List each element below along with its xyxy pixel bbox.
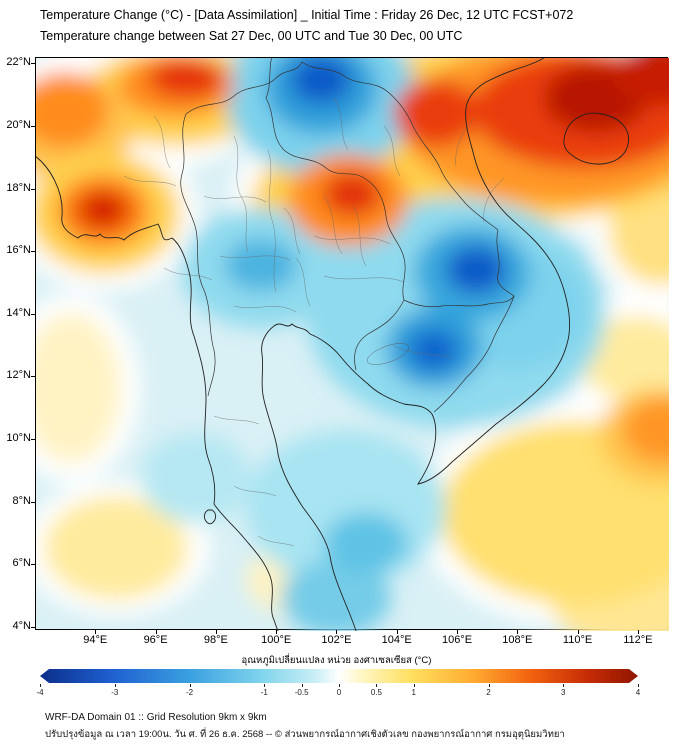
colorbar-tick-label: 2	[486, 688, 491, 697]
lon-tickmark	[457, 630, 458, 634]
page-title-line1: Temperature Change (°C) - [Data Assimila…	[40, 8, 574, 22]
colorbar	[40, 669, 638, 683]
lat-tick-label: 22°N	[6, 56, 31, 69]
lat-tick-label: 8°N	[12, 494, 31, 507]
anomaly-blob	[281, 560, 391, 631]
lon-tickmark	[517, 630, 519, 634]
temperature-field	[36, 58, 669, 631]
lon-tick-label: 110°E	[562, 634, 593, 646]
colorbar-tickmark	[339, 684, 340, 687]
colorbar-tick-label: 3	[561, 688, 566, 697]
lon-tick-label: 94°E	[83, 634, 108, 646]
colorbar-tickmark	[563, 684, 565, 687]
lat-tickmark	[31, 439, 35, 440]
lat-tickmark	[31, 626, 35, 628]
anomaly-blob	[36, 72, 109, 148]
anomaly-blob	[291, 58, 351, 104]
lon-tickmark	[215, 630, 217, 634]
anomaly-blob	[141, 433, 251, 523]
lat-tick-label: 12°N	[6, 369, 31, 382]
lat-tickmark	[31, 501, 35, 503]
footer-model-info: WRF-DA Domain 01 :: Grid Resolution 9km …	[45, 712, 267, 723]
lat-tick-label: 18°N	[6, 181, 31, 194]
lon-tickmark	[276, 630, 278, 634]
lon-tickmark	[637, 630, 639, 634]
colorbar-tick-label: -0.5	[294, 688, 309, 697]
coastlines	[36, 58, 629, 631]
lon-tickmark	[336, 630, 338, 634]
lon-tick-label: 96°E	[143, 634, 168, 646]
anomaly-blob	[612, 58, 669, 106]
colorbar-tickmark	[189, 684, 191, 687]
anomaly-blob	[623, 398, 669, 462]
anomaly-blob	[44, 496, 188, 600]
anomaly-blob	[441, 421, 669, 605]
colorbar-tickmark	[413, 684, 415, 687]
colorbar-tickmark	[264, 684, 266, 687]
colorbar-tickmark	[114, 684, 116, 687]
lon-tick-label: 104°E	[381, 634, 412, 646]
map-frame	[35, 57, 669, 631]
colorbar-tick-label: 0.5	[370, 688, 382, 697]
colorbar-tickmark	[638, 684, 639, 687]
colorbar-tickmark	[488, 684, 490, 687]
colorbar-tickmark	[301, 684, 303, 687]
province-borders	[123, 97, 505, 547]
anomaly-blob	[78, 191, 128, 229]
lon-tick-label: 108°E	[502, 634, 533, 646]
anomaly-blob	[324, 513, 408, 573]
colorbar-tick-label: 1	[411, 688, 416, 697]
colorbar-tickmark	[376, 684, 378, 687]
lat-tickmark	[31, 313, 35, 315]
colorbar-tick-label: -2	[185, 688, 194, 697]
country-borders	[180, 58, 515, 413]
colorbar-tick-label: -1	[260, 688, 268, 697]
map-canvas	[36, 58, 669, 631]
lon-tick-label: 106°E	[441, 634, 473, 646]
anomaly-blob	[225, 239, 297, 291]
anomaly-blob	[446, 246, 506, 294]
anomaly-blob	[148, 58, 224, 98]
colorbar-tick-label: -3	[111, 688, 119, 697]
colorbar-tick-label: 4	[635, 688, 641, 697]
lon-tickmark	[155, 630, 157, 634]
lon-tickmark	[95, 630, 97, 634]
colorbar-tickmark	[40, 684, 41, 687]
lon-tick-label: 100°E	[261, 634, 292, 646]
lat-tick-label: 10°N	[6, 432, 31, 444]
lat-tickmark	[31, 188, 35, 190]
colorbar-tick-label: -4	[36, 688, 44, 697]
lat-tickmark	[31, 376, 35, 378]
lon-tickmark	[577, 630, 579, 634]
lon-tick-label: 98°E	[203, 634, 228, 646]
lat-tick-label: 14°N	[6, 306, 31, 319]
lon-tickmark	[396, 630, 398, 634]
lon-tick-label: 102°E	[321, 634, 352, 646]
lon-tick-label: 112°E	[623, 634, 653, 646]
lat-tick-label: 4°N	[12, 619, 31, 632]
lat-tickmark	[31, 251, 35, 253]
page-title-line2: Temperature change between Sat 27 Dec, 0…	[40, 29, 463, 43]
anomaly-blob	[323, 172, 381, 216]
lat-tickmark	[31, 564, 35, 566]
colorbar-label: อุณหภูมิเปลี่ยนแปลง หน่วย องศาเซลเซียส (…	[241, 655, 432, 666]
lat-tick-label: 6°N	[12, 557, 31, 570]
lat-tickmark	[31, 125, 35, 127]
lat-tick-label: 16°N	[6, 244, 31, 257]
anomaly-blob	[410, 330, 458, 370]
lat-tick-label: 20°N	[6, 118, 31, 131]
anomaly-blob	[36, 313, 121, 463]
footer-credit: ปรับปรุงข้อมูล ณ เวลา 19:00น. วัน ศ. ที่…	[45, 729, 565, 740]
lat-tickmark	[31, 63, 35, 65]
colorbar-tick-label: 0	[336, 688, 342, 697]
